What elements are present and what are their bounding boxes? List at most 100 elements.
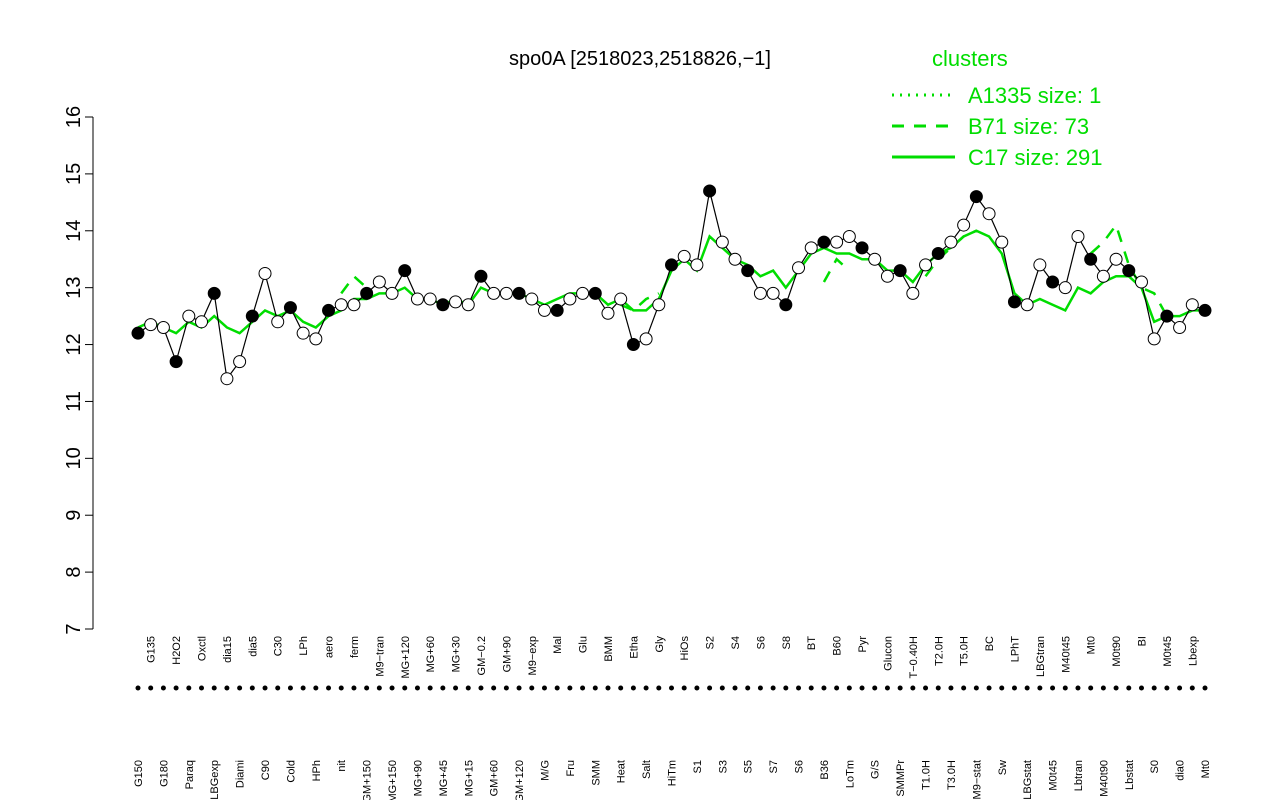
x-tick: [834, 685, 840, 691]
x-tick-label: C30: [273, 636, 285, 656]
x-tick: [453, 685, 459, 691]
x-tick: [1024, 685, 1030, 691]
x-tick-label: Fru: [565, 760, 577, 777]
x-tick-label: M/G: [539, 760, 551, 781]
x-tick: [376, 685, 382, 691]
data-point: [817, 235, 831, 249]
x-tick: [1138, 685, 1144, 691]
x-tick: [669, 685, 674, 691]
x-tick: [859, 685, 865, 691]
x-tick-label: G180: [158, 760, 170, 787]
x-tick-label: T−0.40H: [908, 636, 920, 679]
x-tick-label: S4: [730, 636, 742, 649]
data-point: [944, 235, 958, 249]
x-tick: [503, 685, 509, 691]
data-point: [423, 292, 437, 306]
legend-label: A1335 size: 1: [968, 83, 1101, 108]
data-point: [1109, 252, 1123, 266]
x-tick: [1062, 685, 1068, 691]
x-tick-label: GM+120: [514, 760, 526, 800]
x-tick: [338, 685, 344, 691]
cluster-line: [340, 274, 368, 295]
x-tick-label: HiTm: [667, 760, 679, 786]
data-point: [639, 332, 653, 346]
y-tick-label: 15: [63, 163, 85, 185]
x-tick-label: B60: [832, 636, 844, 656]
x-tick: [1202, 685, 1208, 691]
x-tick: [783, 685, 789, 691]
x-tick: [935, 685, 941, 691]
x-tick-label: LBGstat: [1022, 760, 1034, 800]
data-point: [842, 229, 856, 243]
x-tick-label: M0t45: [1162, 636, 1174, 667]
x-tick: [326, 685, 332, 691]
data-point: [525, 292, 539, 306]
x-tick-label: GM+90: [501, 636, 513, 672]
x-tick-label: B36: [819, 760, 831, 780]
x-tick: [846, 685, 852, 691]
x-tick-label: HPh: [311, 760, 323, 781]
x-tick-label: Lbstat: [1124, 760, 1136, 790]
x-tick: [160, 685, 166, 691]
x-tick: [897, 685, 903, 691]
x-tick: [757, 685, 763, 691]
x-tick-label: Salt: [641, 760, 653, 779]
data-point: [220, 372, 234, 386]
x-tick: [1164, 685, 1170, 691]
y-tick-label: 13: [63, 277, 85, 299]
x-tick: [440, 685, 446, 691]
data-point: [537, 303, 551, 317]
y-tick-label: 7: [63, 623, 85, 634]
x-tick: [643, 685, 649, 691]
data-point: [245, 309, 259, 323]
x-tick-label: nit: [336, 760, 348, 772]
x-tick-label: S6: [755, 636, 767, 649]
data-point: [461, 298, 475, 312]
x-tick: [567, 685, 573, 691]
x-tick: [364, 685, 370, 691]
x-tick-label: T1.0H: [921, 760, 933, 790]
x-tick-label: M40t45: [1060, 636, 1072, 673]
data-point: [626, 338, 640, 352]
x-tick-label: dia5: [247, 636, 259, 657]
x-tick-label: M9−stat: [971, 760, 983, 799]
data-point: [1046, 275, 1060, 289]
data-point: [804, 241, 818, 255]
data-point: [499, 286, 513, 300]
x-tick-label: Mt0: [1200, 760, 1212, 778]
x-tick: [745, 685, 751, 691]
data-point: [1198, 303, 1212, 317]
x-tick-label: T2.0H: [933, 636, 945, 666]
data-point: [372, 275, 386, 289]
x-tick: [1050, 685, 1056, 691]
x-tick: [999, 685, 1005, 691]
data-point: [1160, 309, 1174, 323]
data-point: [1033, 258, 1047, 272]
x-tick: [948, 685, 954, 691]
x-tick-label: Etha: [628, 635, 640, 659]
legend-label: B71 size: 73: [968, 114, 1089, 139]
data-point: [360, 286, 374, 300]
x-tick-label: S5: [743, 760, 755, 773]
x-tick: [694, 685, 700, 691]
y-tick-label: 14: [63, 220, 85, 242]
x-tick: [618, 685, 624, 691]
x-tick-label: MG+30: [451, 636, 463, 672]
x-tick: [529, 685, 535, 691]
data-point: [576, 286, 590, 300]
x-tick-label: BMM: [603, 636, 615, 662]
x-tick-label: BC: [984, 636, 996, 651]
data-point: [195, 315, 209, 329]
x-tick-label: G/S: [870, 760, 882, 779]
x-tick-label: SMMPr: [895, 760, 907, 797]
x-tick-label: MG+90: [412, 760, 424, 796]
data-point: [1058, 281, 1072, 295]
x-tick-label: Mt0: [1086, 636, 1098, 654]
data-point: [931, 247, 945, 261]
data-point: [1147, 332, 1161, 346]
x-tick: [808, 685, 814, 691]
x-tick-label: H2O2: [171, 636, 183, 665]
x-tick: [199, 685, 205, 691]
x-tick-label: Heat: [616, 760, 628, 783]
data-point: [436, 298, 450, 312]
